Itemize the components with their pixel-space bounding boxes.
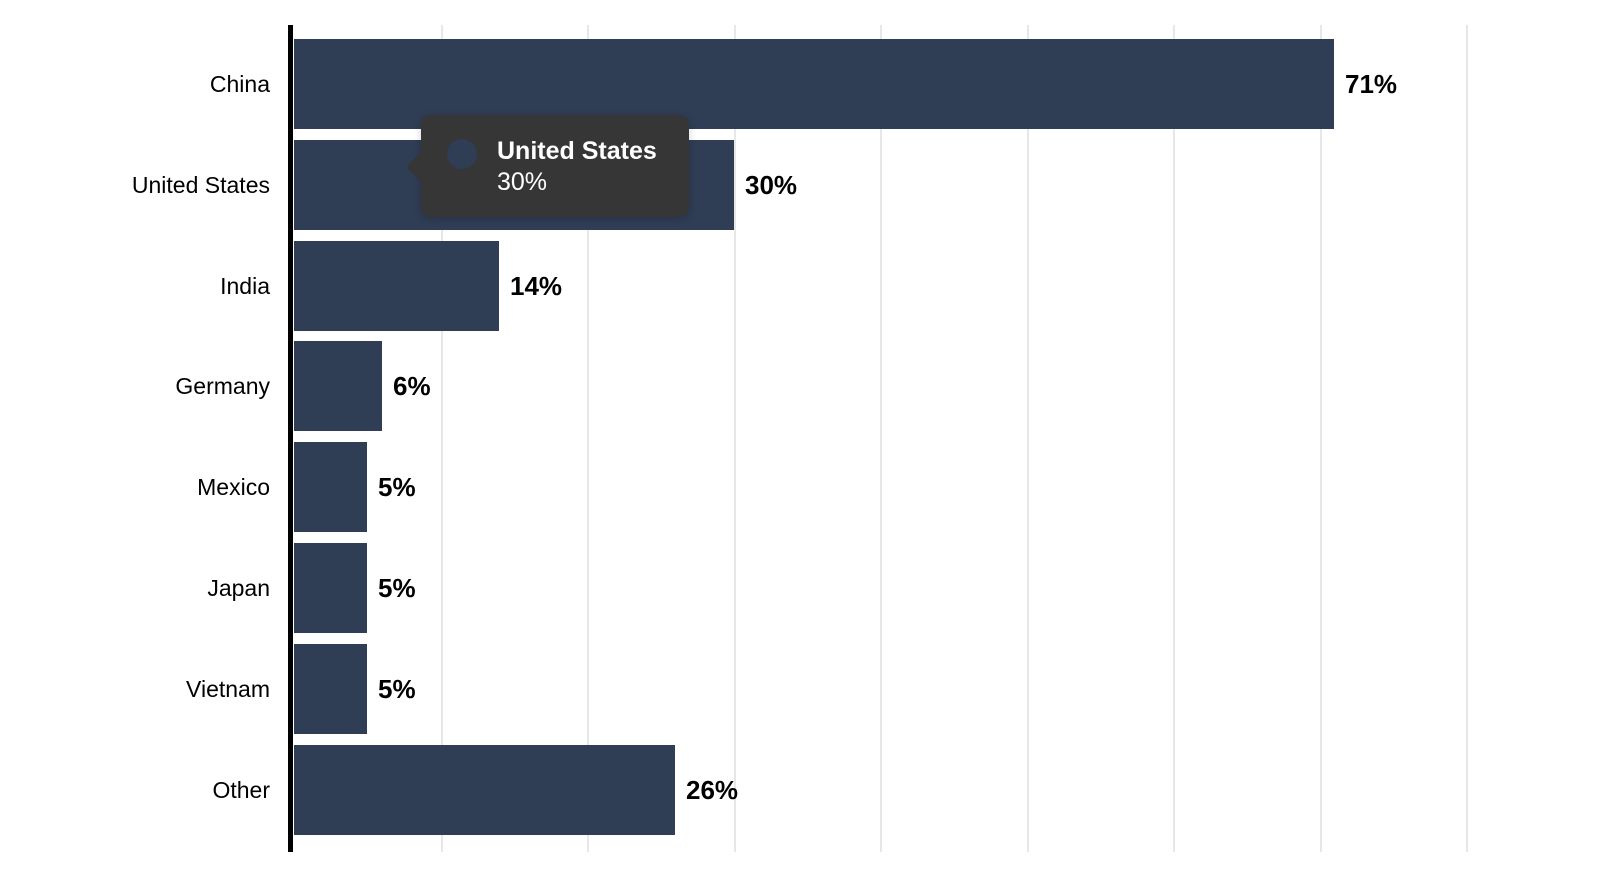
- gridline-80: [1466, 25, 1468, 852]
- gridline-60: [1173, 25, 1175, 852]
- gridline-20: [587, 25, 589, 852]
- value-label-india: 14%: [510, 271, 563, 301]
- gridline-10: [441, 25, 443, 852]
- tooltip-value: 30%: [497, 168, 548, 196]
- value-label-united-states: 30%: [745, 170, 798, 200]
- gridline-50: [1027, 25, 1029, 852]
- category-label-germany: Germany: [175, 373, 270, 399]
- bar-japan[interactable]: [294, 543, 367, 633]
- series-marker-icon: [447, 139, 477, 169]
- category-label-india: India: [220, 273, 270, 299]
- tooltip: United States 30%: [406, 115, 689, 217]
- bar-other[interactable]: [294, 745, 675, 835]
- category-label-other: Other: [212, 777, 270, 803]
- category-label-united-states: United States: [131, 172, 270, 198]
- y-axis-line: [288, 25, 293, 852]
- gridline-40: [880, 25, 882, 852]
- category-label-mexico: Mexico: [197, 474, 270, 500]
- tooltip-text: United States 30%: [497, 136, 657, 198]
- value-label-other: 26%: [686, 775, 739, 805]
- category-label-china: China: [209, 71, 270, 97]
- bar-mexico[interactable]: [294, 442, 367, 532]
- tooltip-title: United States: [497, 137, 657, 165]
- category-label-japan: Japan: [207, 575, 270, 601]
- bar-vietnam[interactable]: [294, 644, 367, 734]
- value-label-china: 71%: [1345, 69, 1398, 99]
- bar-india[interactable]: [294, 241, 499, 331]
- category-label-vietnam: Vietnam: [186, 676, 270, 702]
- bar-china[interactable]: [294, 39, 1334, 129]
- bar-germany[interactable]: [294, 341, 382, 431]
- value-label-vietnam: 5%: [378, 674, 416, 704]
- gridline-30: [734, 25, 736, 852]
- value-label-japan: 5%: [378, 573, 416, 603]
- gridline-70: [1320, 25, 1322, 852]
- value-label-mexico: 5%: [378, 472, 416, 502]
- value-label-germany: 6%: [393, 371, 431, 401]
